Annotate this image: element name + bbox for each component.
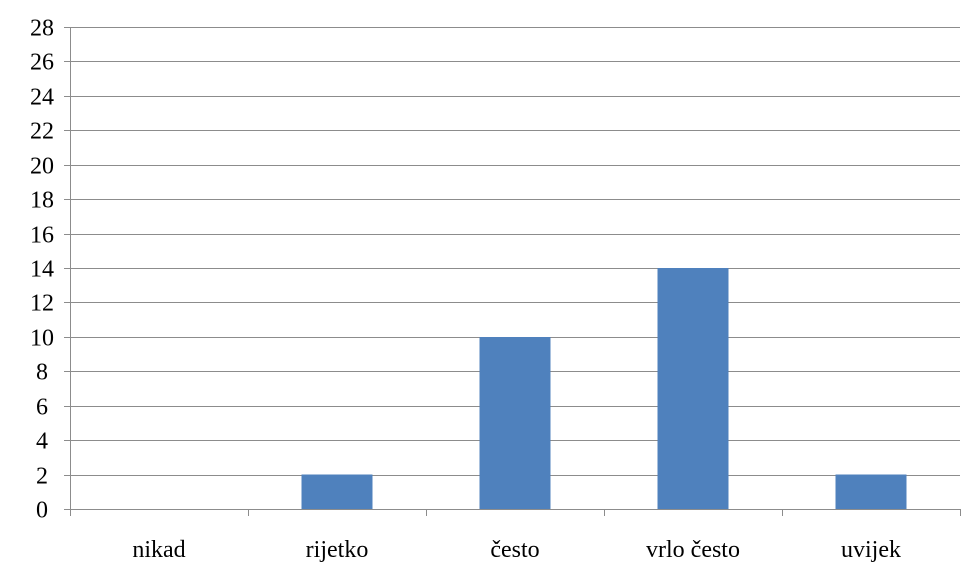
x-tick-label-4: uvijek (841, 537, 901, 563)
axes (64, 27, 961, 516)
y-tick-label-22: 22 (30, 119, 54, 145)
y-tick-label-0: 0 (36, 498, 48, 524)
bars (301, 268, 907, 509)
y-tick-label-26: 26 (30, 50, 54, 76)
x-tick-label-1: rijetko (306, 537, 369, 563)
y-tick-label-8: 8 (36, 360, 48, 386)
y-tick-label-20: 20 (30, 154, 54, 180)
y-tick-label-12: 12 (30, 291, 54, 317)
y-tick-label-6: 6 (36, 395, 48, 421)
y-tick-label-16: 16 (30, 223, 54, 249)
y-tick-label-2: 2 (36, 464, 48, 490)
y-tick-label-28: 28 (30, 16, 54, 42)
y-tick-label-18: 18 (30, 188, 54, 214)
bar-1 (301, 474, 373, 509)
x-tick-labels: nikad rijetko često vrlo često uvijek (132, 537, 901, 563)
bar-4 (835, 474, 907, 509)
y-tick-label-4: 4 (36, 429, 48, 455)
y-tick-label-10: 10 (30, 326, 54, 352)
x-tick-label-0: nikad (132, 537, 185, 563)
bar-3 (657, 268, 729, 509)
x-tick-label-3: vrlo često (646, 537, 740, 563)
bar-2 (479, 336, 551, 509)
x-tick-label-2: često (490, 537, 539, 563)
y-tick-label-24: 24 (30, 85, 54, 111)
y-tick-label-14: 14 (30, 257, 54, 283)
